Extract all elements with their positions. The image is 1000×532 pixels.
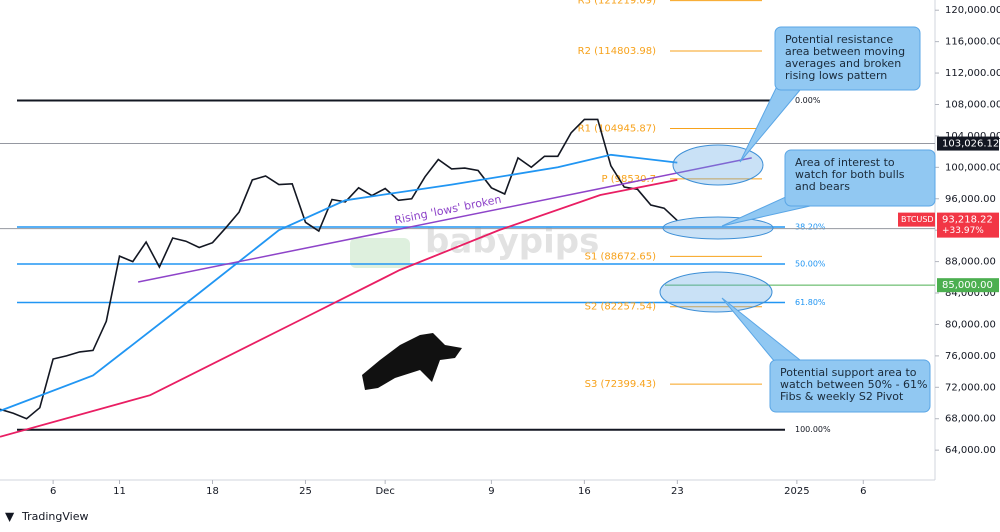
annotation-text: watch between 50% - 61% <box>780 378 928 391</box>
fib-label: 50.00% <box>795 259 826 268</box>
y-tick-label: 72,000.00 <box>945 382 996 393</box>
symbol-label: BTCUSD <box>901 215 934 224</box>
svg-text:▼: ▼ <box>5 510 15 524</box>
fib-label: 38.20% <box>795 223 826 232</box>
symbol-tag <box>898 212 935 227</box>
x-tick-label: 6 <box>860 486 866 497</box>
y-tick-label: 108,000.00 <box>945 99 1000 110</box>
pivot-label: S2 (82257.54) <box>585 302 657 313</box>
last-price-change: +33.97% <box>942 226 984 236</box>
annotation-text: Potential resistance <box>785 33 893 46</box>
y-tick-label: 120,000.00 <box>945 5 1000 16</box>
footer-logo: ▼ <box>5 510 15 524</box>
watermark-logo <box>350 238 410 268</box>
price-tag <box>937 136 999 151</box>
annotation-text: Fibs & weekly S2 Pivot <box>780 390 904 403</box>
price-tag <box>937 278 999 293</box>
y-tick-label: 80,000.00 <box>945 319 996 330</box>
y-tick-label: 76,000.00 <box>945 351 996 362</box>
y-tick-label: 112,000.00 <box>945 68 1000 79</box>
annotation-text: averages and broken <box>785 57 901 70</box>
y-tick-label: 96,000.00 <box>945 194 996 205</box>
annotation-box <box>774 26 921 91</box>
annotation-text: and bears <box>795 180 850 193</box>
zone-ellipse <box>659 271 773 313</box>
annotation-text: watch for both bulls <box>795 168 905 181</box>
pivot-label: S3 (72399.43) <box>585 379 657 390</box>
last-price-tag <box>937 212 999 238</box>
moving-average <box>0 179 678 438</box>
x-tick-label: Dec <box>375 486 394 497</box>
y-tick-label: 104,000.00 <box>945 131 1000 142</box>
annotation-text: area between moving <box>785 45 905 58</box>
annotation-box <box>769 359 931 413</box>
price-tag-label: 85,000.00 <box>942 280 993 291</box>
trendline <box>137 157 752 283</box>
x-tick-label: 23 <box>671 486 684 497</box>
x-tick-label: 6 <box>50 486 56 497</box>
y-tick-label: 116,000.00 <box>945 37 1000 48</box>
x-tick-label: 9 <box>488 486 494 497</box>
annotation-text: Area of interest to <box>795 156 895 169</box>
price-tag-label: 103,026.12 <box>942 139 999 150</box>
annotation-box <box>784 149 936 207</box>
fib-label: 61.80% <box>795 298 826 307</box>
last-price-label: 93,218.22 <box>942 215 993 226</box>
pivot-label: R2 (114803.98) <box>578 46 656 57</box>
annotation-text: rising lows pattern <box>785 69 887 82</box>
pivot-label: R1 (104945.87) <box>578 123 656 134</box>
fib-label: 0.00% <box>795 96 821 105</box>
y-tick-label: 88,000.00 <box>945 257 996 268</box>
footer-brand: TradingView <box>21 510 88 523</box>
x-tick-label: 16 <box>578 486 591 497</box>
zone-ellipse <box>662 216 774 240</box>
x-tick-label: 25 <box>299 486 312 497</box>
x-tick-label: 18 <box>206 486 219 497</box>
fib-label: 100.00% <box>795 425 831 434</box>
pivot-label: P (98530.7 <box>602 174 656 185</box>
x-tick-label: 11 <box>113 486 126 497</box>
y-tick-label: 64,000.00 <box>945 445 996 456</box>
annotation-text: Potential support area to <box>780 366 917 379</box>
x-tick-label: 2025 <box>784 486 809 497</box>
moving-average <box>0 153 678 412</box>
price-line-series <box>0 118 678 420</box>
y-tick-label: 84,000.00 <box>945 288 996 299</box>
y-tick-label: 100,000.00 <box>945 162 1000 173</box>
bull-icon <box>362 333 462 390</box>
pivot-label: R3 (121219.09) <box>578 0 656 7</box>
pivot-label: S1 (88672.65) <box>585 251 657 262</box>
y-tick-label: 68,000.00 <box>945 414 996 425</box>
zone-ellipse <box>672 144 764 186</box>
